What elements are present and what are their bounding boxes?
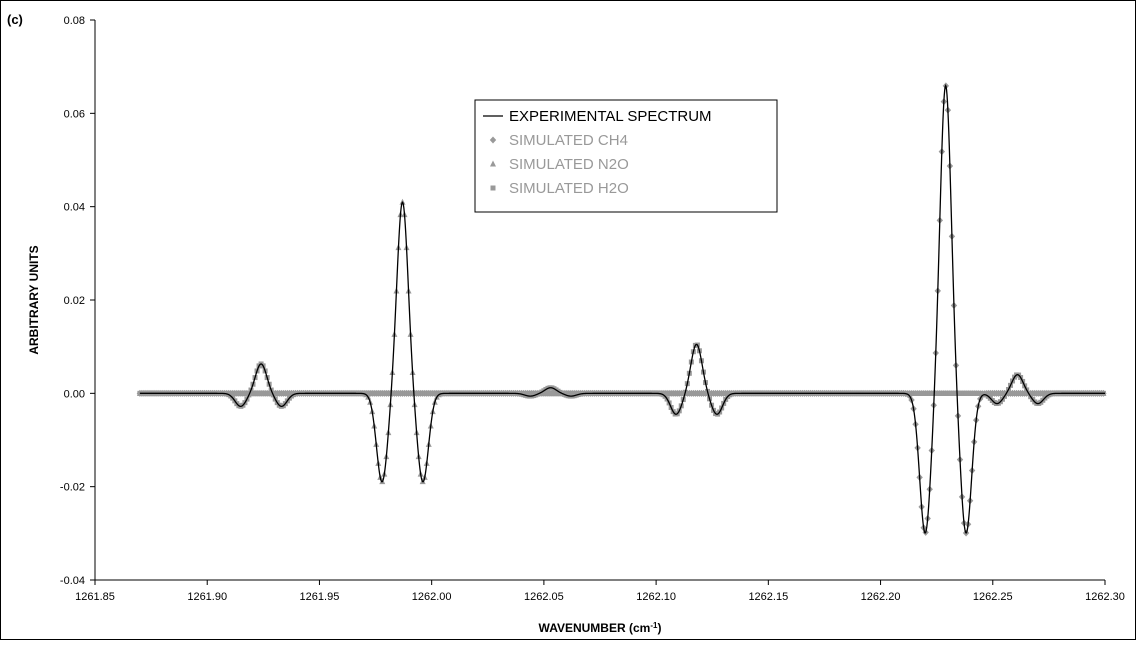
- x-tick-label: 1262.10: [636, 591, 676, 603]
- x-tick-label: 1261.85: [75, 591, 115, 603]
- legend-entry-label: SIMULATED N2O: [509, 156, 629, 173]
- x-tick-label: 1261.90: [187, 591, 227, 603]
- legend-entry-label: SIMULATED H2O: [509, 180, 629, 197]
- legend: EXPERIMENTAL SPECTRUM SIMULATED CH4 SIMULA…: [474, 99, 778, 213]
- series-simulated-n2o: [136, 198, 1107, 485]
- legend-box: [474, 99, 778, 213]
- x-axis-title: WAVENUMBER (cm-1): [539, 621, 662, 636]
- x-tick-label: 1262.20: [861, 591, 901, 603]
- panel-label: (c): [7, 12, 23, 27]
- series-layer: [136, 82, 1107, 537]
- x-tick-label: 1261.95: [300, 591, 340, 603]
- x-tick-label: 1262.30: [1085, 591, 1125, 603]
- legend-entry-label: EXPERIMENTAL SPECTRUM: [509, 108, 712, 125]
- y-tick-label: 0.00: [64, 388, 85, 400]
- legend-swatch-triangle: [490, 160, 496, 167]
- x-tick-label: 1262.15: [748, 591, 788, 603]
- y-tick-label: 0.08: [64, 15, 85, 27]
- y-tick-label: 0.06: [64, 108, 85, 120]
- legend-entry-label: SIMULATED CH4: [509, 132, 628, 149]
- y-tick-label: -0.02: [60, 482, 85, 494]
- y-axis-title: ARBITRARY UNITS: [27, 245, 41, 354]
- series-experimental-spectrum: [139, 84, 1105, 534]
- y-tick-label: -0.04: [60, 575, 85, 587]
- x-tick-label: 1262.00: [412, 591, 452, 603]
- x-tick-label: 1262.05: [524, 591, 564, 603]
- y-tick-label: 0.02: [64, 295, 85, 307]
- legend-swatch-square: [490, 185, 496, 191]
- x-tick-label: 1262.25: [973, 591, 1013, 603]
- legend-swatch-diamond: [489, 136, 497, 144]
- y-tick-label: 0.04: [64, 202, 85, 214]
